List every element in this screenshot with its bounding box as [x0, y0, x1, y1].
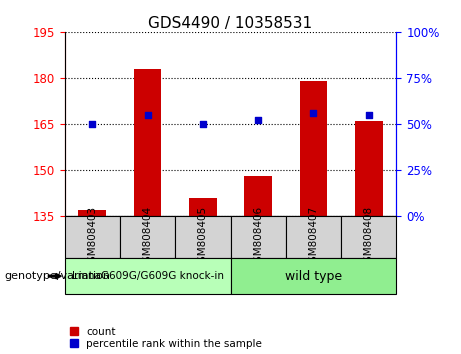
- Point: [365, 112, 372, 118]
- Bar: [134, 69, 161, 216]
- Title: GDS4490 / 10358531: GDS4490 / 10358531: [148, 16, 313, 31]
- Point: [199, 121, 207, 127]
- Point: [144, 112, 151, 118]
- Bar: [230, 216, 286, 258]
- Bar: [78, 210, 106, 216]
- Bar: [65, 216, 120, 258]
- Text: GSM808408: GSM808408: [364, 206, 374, 269]
- Bar: [341, 216, 396, 258]
- Bar: [300, 81, 327, 216]
- Text: GSM808403: GSM808403: [87, 206, 97, 269]
- Point: [89, 121, 96, 127]
- Text: genotype/variation: genotype/variation: [5, 271, 111, 281]
- Bar: [175, 216, 230, 258]
- Bar: [355, 121, 383, 216]
- Point: [254, 118, 262, 123]
- Text: GSM808405: GSM808405: [198, 206, 208, 269]
- Bar: [189, 198, 217, 216]
- Text: wild type: wild type: [285, 270, 342, 282]
- Bar: [65, 258, 230, 294]
- Text: LmnaG609G/G609G knock-in: LmnaG609G/G609G knock-in: [71, 271, 224, 281]
- Bar: [244, 176, 272, 216]
- Text: GSM808406: GSM808406: [253, 206, 263, 269]
- Point: [310, 110, 317, 116]
- Bar: [120, 216, 175, 258]
- Text: GSM808407: GSM808407: [308, 206, 319, 269]
- Legend: count, percentile rank within the sample: count, percentile rank within the sample: [70, 327, 262, 349]
- Bar: [286, 216, 341, 258]
- Text: GSM808404: GSM808404: [142, 206, 153, 269]
- Bar: [230, 258, 396, 294]
